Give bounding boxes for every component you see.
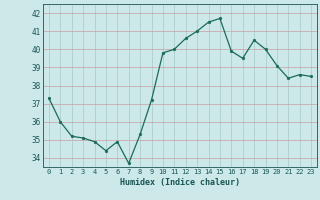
X-axis label: Humidex (Indice chaleur): Humidex (Indice chaleur) [120,178,240,187]
